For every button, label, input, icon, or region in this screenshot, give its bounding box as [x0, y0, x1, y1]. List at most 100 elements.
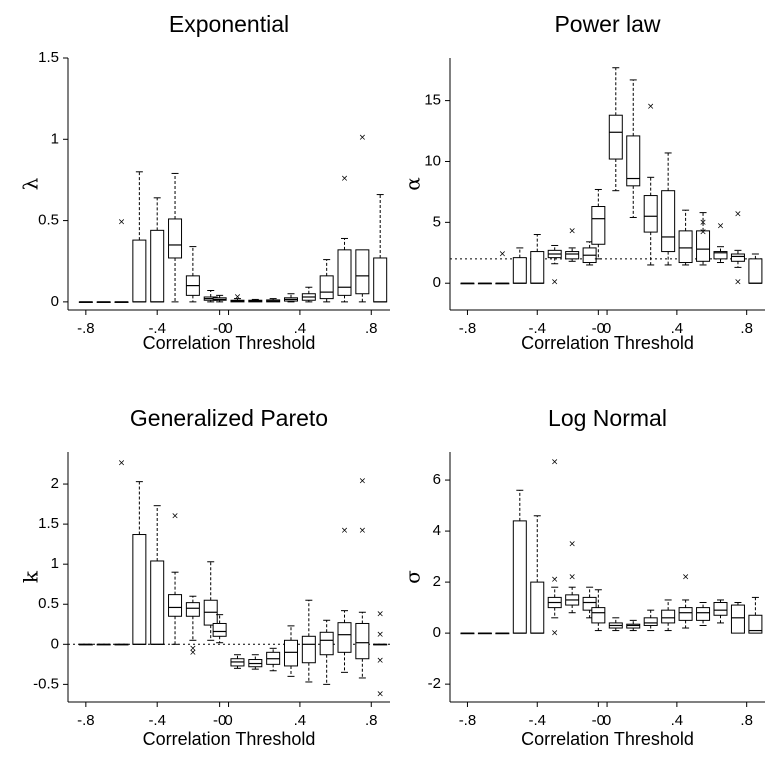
y-tick-label: 5 [433, 213, 441, 230]
box [373, 257, 388, 303]
x-tick-label: -0 [213, 320, 226, 337]
outlier-marker: × [699, 228, 707, 238]
y-tick-label: 0.5 [38, 212, 59, 229]
y-tick-label: -2 [428, 675, 441, 692]
x-tick-label: .8 [740, 320, 753, 337]
outlier-marker: × [551, 575, 559, 585]
outlier-marker: × [699, 218, 707, 228]
outlier-marker: × [734, 278, 742, 288]
x-tick-label: 0 [224, 712, 232, 729]
y-tick-label: 15 [424, 92, 441, 109]
box [591, 607, 606, 624]
outlier-marker: × [376, 689, 384, 699]
outlier-marker: × [171, 512, 179, 522]
box [512, 257, 527, 284]
box [643, 617, 658, 626]
x-tick-label: .4 [671, 712, 684, 729]
y-tick-label: -0.5 [33, 675, 59, 692]
outlier-marker: × [376, 609, 384, 619]
y-tick-label: 6 [433, 471, 441, 488]
x-tick-label: .8 [740, 712, 753, 729]
chart-title: Exponential [169, 11, 289, 37]
box [730, 604, 745, 634]
box [355, 249, 370, 295]
box [608, 114, 623, 160]
box [661, 609, 676, 624]
outlier-marker: × [551, 278, 559, 288]
box [530, 581, 545, 634]
x-tick-label: .8 [365, 320, 378, 337]
outlier-marker: × [118, 459, 126, 469]
chart-title: Log Normal [548, 405, 667, 431]
outlier-marker: × [359, 476, 367, 486]
y-tick-label: 0 [51, 635, 59, 652]
outlier-marker: × [189, 644, 197, 654]
box [150, 229, 165, 303]
box [748, 258, 763, 284]
x-axis-label: Correlation Threshold [143, 333, 316, 353]
y-tick-label: 0 [51, 293, 59, 310]
x-axis-label: Correlation Threshold [521, 333, 694, 353]
y-tick-label: 0.5 [38, 595, 59, 612]
outlier-marker: × [359, 133, 367, 143]
box [337, 622, 352, 653]
box [530, 251, 545, 284]
x-tick-label: -.8 [77, 320, 95, 337]
x-tick-label: -.4 [528, 320, 546, 337]
outlier-marker: × [734, 209, 742, 219]
x-tick-label: -.4 [148, 320, 166, 337]
x-axis-label: Correlation Threshold [521, 729, 694, 749]
y-axis-label: α [401, 177, 425, 191]
box [582, 596, 597, 611]
outlier-marker: × [568, 573, 576, 583]
outlier-marker: × [118, 218, 126, 228]
box [713, 251, 728, 260]
outlier-marker: × [341, 174, 349, 184]
x-tick-label: 0 [224, 320, 232, 337]
box [626, 135, 641, 187]
box [355, 622, 370, 660]
x-tick-label: .8 [365, 712, 378, 729]
x-tick-label: -.4 [148, 712, 166, 729]
box [748, 614, 763, 634]
box [661, 190, 676, 253]
x-tick-label: -0 [213, 712, 226, 729]
y-tick-label: 2 [433, 573, 441, 590]
x-axis-label: Correlation Threshold [143, 729, 316, 749]
box [713, 602, 728, 616]
outlier-marker: × [341, 526, 349, 536]
x-tick-label: -0 [592, 712, 605, 729]
y-axis-label: σ [401, 570, 425, 584]
box [168, 594, 183, 617]
outlier-marker: × [551, 629, 559, 639]
y-tick-label: 4 [433, 522, 441, 539]
x-tick-label: -.8 [459, 320, 477, 337]
outlier-marker: × [717, 222, 725, 232]
outlier-marker: × [682, 573, 690, 583]
outlier-marker: × [551, 458, 559, 468]
outlier-marker: × [499, 250, 507, 260]
outlier-marker: × [234, 292, 242, 302]
y-tick-label: 10 [424, 152, 441, 169]
y-axis-label: k [19, 570, 43, 583]
x-tick-label: -.8 [77, 712, 95, 729]
box [212, 622, 227, 637]
box [565, 251, 580, 260]
outlier-marker: × [359, 526, 367, 536]
x-tick-label: .4 [294, 320, 307, 337]
x-tick-label: -0 [592, 320, 605, 337]
box [696, 607, 711, 621]
outlier-marker: × [376, 656, 384, 666]
box [678, 230, 693, 264]
y-tick-label: 1 [51, 130, 59, 147]
box [319, 631, 334, 656]
outlier-marker: × [568, 539, 576, 549]
y-tick-label: 1.5 [38, 49, 59, 66]
box [283, 639, 298, 667]
y-axis-label: λ [19, 177, 43, 190]
box [626, 623, 641, 629]
y-tick-label: 2 [51, 475, 59, 492]
box [730, 253, 745, 262]
chart-title: Generalized Pareto [130, 405, 328, 431]
box [301, 635, 316, 664]
